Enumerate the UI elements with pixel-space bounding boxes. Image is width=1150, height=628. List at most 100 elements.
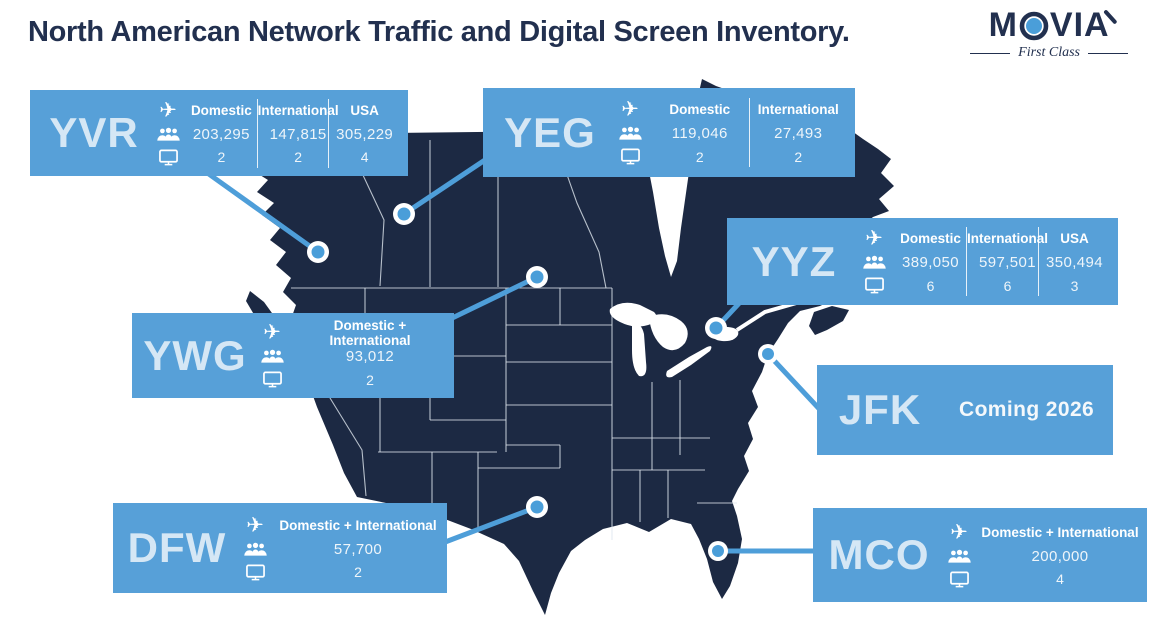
callout-icons: ✈: [937, 521, 981, 590]
callout-icons: ✈: [150, 99, 186, 168]
screen-count: 2: [217, 149, 226, 165]
screen-count: 2: [294, 149, 303, 165]
plane-icon: ✈: [263, 321, 281, 344]
tagline-rule-right: [1088, 52, 1128, 54]
column-header: Domestic + International: [279, 517, 437, 533]
map-nova-scotia: [809, 306, 849, 335]
screen-count: 3: [1070, 277, 1079, 294]
callout-yyz: YYZ ✈ Domestic 389,050 6 International 5…: [727, 218, 1118, 305]
passenger-count: 203,295: [192, 125, 250, 143]
dot-yvr: [307, 241, 329, 263]
passenger-count: 389,050: [901, 254, 960, 271]
coming-soon-note: Coming 2026: [959, 398, 1095, 421]
column-header: Domestic: [900, 231, 961, 246]
screen-icon: [864, 277, 884, 294]
passenger-count: 305,229: [336, 125, 394, 143]
airport-code: MCO: [828, 531, 930, 578]
column-header: International: [757, 102, 839, 117]
screen-icon: [620, 148, 640, 165]
page-title: North American Network Traffic and Digit…: [28, 16, 850, 48]
stat-column: International 27,493 2: [748, 98, 848, 167]
column-header: Domestic: [669, 102, 731, 117]
line-jfk: [765, 351, 827, 417]
callout-dfw: DFW ✈ Domestic + International 57,700 2: [113, 503, 447, 593]
plane-icon: ✈: [159, 98, 177, 122]
passenger-count: 350,494: [1045, 254, 1104, 271]
stat-column: Domestic + International 57,700 2: [277, 514, 439, 583]
dot-ywg: [526, 266, 548, 288]
stat-column: Domestic 203,295 2: [186, 99, 257, 168]
passenger-count: 597,501: [978, 254, 1037, 271]
callout-yeg: YEG ✈ Domestic 119,046 2 International 2…: [483, 88, 855, 177]
logo-o-circle-icon: [1019, 11, 1049, 41]
passengers-icon: [618, 126, 642, 140]
passengers-icon: [862, 255, 886, 269]
airport-code: YWG: [143, 331, 247, 379]
screen-count: 4: [360, 149, 369, 165]
stat-column: International 597,501 6: [966, 227, 1048, 296]
callout-icons: ✈: [609, 98, 651, 167]
stat-column: International 147,815 2: [256, 98, 339, 168]
logo-letters-vi: VI: [1049, 6, 1085, 44]
column-header: Domestic + International: [329, 317, 411, 348]
plane-icon: ✈: [950, 520, 968, 544]
tagline-rule-left: [970, 52, 1011, 54]
passenger-count: 119,046: [671, 125, 728, 142]
dot-mco: [708, 541, 728, 561]
callout-jfk: JFK Coming 2026: [817, 365, 1113, 455]
screen-count: 2: [794, 148, 803, 165]
column-header: Domestic: [190, 102, 252, 118]
passengers-icon: [243, 542, 267, 556]
screen-icon: [245, 564, 265, 580]
stat-column: Domestic + International 200,000 4: [981, 521, 1139, 590]
plane-icon: ✈: [246, 513, 264, 537]
airport-code: YVR: [49, 109, 139, 156]
line-yvr: [203, 169, 321, 255]
screen-icon: [262, 371, 282, 388]
map-st-lawrence: [735, 300, 801, 332]
dot-yyz: [705, 317, 727, 339]
column-header: USA: [350, 102, 379, 118]
airport-code: YYZ: [751, 237, 837, 285]
screen-count: 4: [1056, 571, 1064, 587]
passengers-icon: [260, 349, 284, 363]
callout-yvr: YVR ✈ Domestic 203,295 2 International 1…: [30, 90, 408, 176]
screen-count: 2: [695, 148, 704, 165]
line-ywg: [441, 274, 540, 325]
passenger-count: 200,000: [1031, 547, 1089, 565]
logo-tagline: First Class: [1018, 45, 1080, 60]
airport-dots: [307, 203, 778, 561]
passenger-count: 27,493: [774, 125, 823, 142]
stat-column: USA 350,494 3: [1038, 227, 1110, 296]
plane-icon: ✈: [865, 227, 883, 250]
stat-column: Domestic 119,046 2: [651, 98, 749, 167]
passengers-icon: [947, 549, 971, 563]
passenger-count: 93,012: [345, 348, 395, 365]
screen-count: 6: [926, 277, 935, 294]
plane-icon: ✈: [621, 98, 639, 121]
stat-column: USA 305,229 4: [328, 98, 400, 168]
column-header: USA: [1060, 231, 1089, 246]
airport-code: DFW: [127, 524, 227, 571]
column-header: International: [257, 102, 339, 118]
screen-icon: [158, 149, 178, 165]
callout-ywg: YWG ✈ Domestic + International 93,012 2: [132, 313, 454, 398]
screen-icon: [949, 571, 969, 587]
dot-jfk: [758, 344, 778, 364]
movia-wordmark: M VI A: [988, 6, 1118, 44]
dot-dfw: [526, 496, 548, 518]
column-header: International: [967, 231, 1049, 246]
passenger-count: 57,700: [333, 540, 383, 558]
callout-icons: ✈: [853, 227, 895, 296]
airport-code: JFK: [838, 386, 922, 433]
stat-column: Domestic + International 93,012 2: [294, 317, 446, 390]
screen-count: 2: [366, 371, 374, 388]
callout-mco: MCO ✈ Domestic + International 200,000 4: [813, 508, 1147, 602]
screen-count: 2: [354, 564, 362, 580]
column-header: Domestic + International: [981, 524, 1139, 540]
dot-yeg: [393, 203, 415, 225]
movia-logo: M VI A First Class: [970, 8, 1128, 61]
logo-letter-m: M: [988, 6, 1018, 44]
